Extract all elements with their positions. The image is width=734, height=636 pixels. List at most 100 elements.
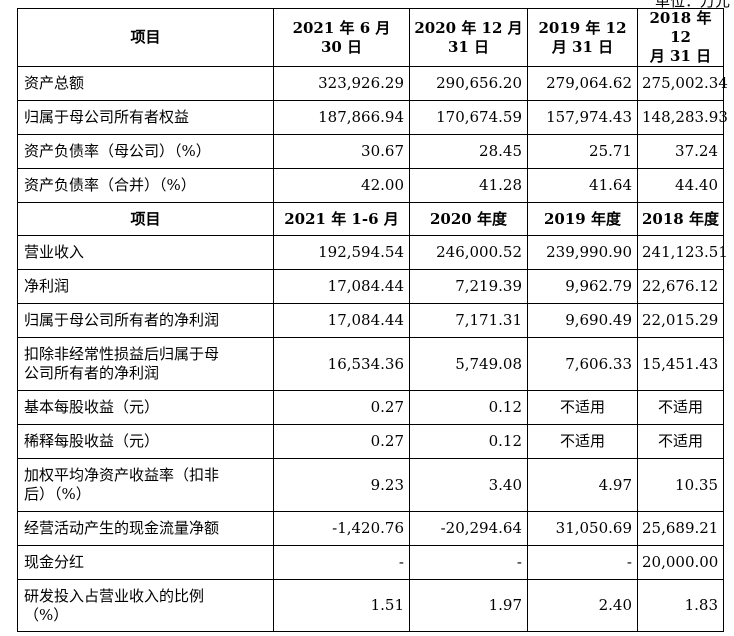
row-label: 归属于母公司所有者权益 (17, 100, 274, 135)
cell-value: 9,962.79 (527, 269, 638, 304)
cell-value: - (409, 545, 528, 580)
table-row: 净利润 17,084.44 7,219.39 9,962.79 22,676.1… (17, 269, 724, 304)
cell-value: 4.97 (527, 458, 638, 512)
cell-value: 20,000.00 (637, 545, 724, 580)
table-row: 基本每股收益（元） 0.27 0.12 不适用 不适用 (17, 390, 724, 425)
table-row: 现金分红 - - - 20,000.00 (17, 545, 724, 580)
cell-value: 不适用 (637, 390, 724, 425)
cell-value: 187,866.94 (273, 100, 410, 135)
income-header-row: 项目 2021 年 1-6 月 2020 年度 2019 年度 2018 年度 (17, 202, 724, 236)
cell-value: 1.51 (273, 579, 410, 632)
header-item: 项目 (17, 8, 274, 67)
row-label: 研发投入占营业收入的比例 （%） (17, 579, 274, 632)
table-row: 经营活动产生的现金流量净额 -1,420.76 -20,294.64 31,05… (17, 511, 724, 546)
row-label-line-1: 研发投入占营业收入的比例 (24, 586, 205, 605)
cell-value: 31,050.69 (527, 511, 638, 546)
table-row: 营业收入 192,594.54 246,000.52 239,990.90 24… (17, 235, 728, 270)
cell-value: 148,283.93 (637, 100, 728, 135)
table-row: 加权平均净资产收益率（扣非 后）（%） 9.23 3.40 4.97 10.35 (17, 458, 724, 512)
row-label: 资产负债率（合并）（%） (17, 168, 274, 203)
cell-value: 41.64 (527, 168, 638, 203)
cell-value: 22,676.12 (637, 269, 724, 304)
cell-value: 不适用 (527, 390, 638, 425)
cell-value: 290,656.20 (409, 66, 528, 101)
table-row: 研发投入占营业收入的比例 （%） 1.51 1.97 2.40 1.83 (17, 579, 724, 632)
cell-value: 25.71 (527, 134, 638, 169)
cell-value: 279,064.62 (527, 66, 638, 101)
header-period-1: 2021 年 6 月 30 日 (273, 8, 410, 67)
table-row: 归属于母公司所有者权益 187,866.94 170,674.59 157,97… (17, 100, 728, 135)
table-row: 资产负债率（合并）（%） 42.00 41.28 41.64 44.40 (17, 168, 724, 203)
row-label-line-1: 扣除非经常性损益后归属于母 (24, 345, 220, 363)
cell-value: 9.23 (273, 458, 410, 512)
cell-value: 不适用 (637, 424, 724, 459)
header-period-2-line-1: 2020 年 12 月 (414, 18, 523, 37)
cell-value: 42.00 (273, 168, 410, 203)
unit-label: 单位：万元 (655, 0, 730, 8)
cell-value: 7,219.39 (409, 269, 528, 304)
cell-value: 5,749.08 (409, 337, 528, 391)
cell-value: 0.12 (409, 390, 528, 425)
cell-value: 7,606.33 (527, 337, 638, 391)
cell-value: 192,594.54 (273, 235, 410, 270)
cell-value: 241,123.51 (637, 235, 728, 270)
header-period-4-line-2: 月 31 日 (649, 47, 712, 65)
table-row: 资产负债率（母公司）（%） 30.67 28.45 25.71 37.24 (17, 134, 724, 169)
header-period-1-line-2: 30 日 (320, 37, 363, 56)
cell-value: 0.27 (273, 390, 410, 425)
cell-value: 9,690.49 (527, 303, 638, 338)
row-label: 资产负债率（母公司）（%） (17, 134, 274, 169)
table-row: 扣除非经常性损益后归属于母 公司所有者的净利润 16,534.36 5,749.0… (17, 337, 724, 391)
cell-value: 28.45 (409, 134, 528, 169)
table-row: 资产总额 323,926.29 290,656.20 279,064.62 27… (17, 66, 728, 101)
cell-value: 2.40 (527, 579, 638, 632)
header-period-4: 2018 年度 (637, 202, 724, 236)
header-period-2: 2020 年度 (409, 202, 528, 236)
row-label: 基本每股收益（元） (17, 390, 274, 425)
row-label: 扣除非经常性损益后归属于母 公司所有者的净利润 (17, 337, 274, 391)
row-label-line-2: （%） (24, 605, 69, 624)
cell-value: 7,171.31 (409, 303, 528, 338)
header-period-3-line-2: 月 31 日 (551, 37, 614, 56)
cell-value: 323,926.29 (273, 66, 410, 101)
row-label: 营业收入 (17, 235, 274, 270)
balance-header-row: 项目 2021 年 6 月 30 日 2020 年 12 月 31 日 2019 年… (17, 8, 724, 67)
header-period-1: 2021 年 1-6 月 (273, 202, 410, 236)
cell-value: -1,420.76 (273, 511, 410, 546)
row-label-line-2: 公司所有者的净利润 (24, 364, 160, 382)
header-period-2: 2020 年 12 月 31 日 (409, 8, 528, 67)
cell-value: 17,084.44 (273, 269, 410, 304)
cell-value: 10.35 (637, 458, 724, 512)
cell-value: 3.40 (409, 458, 528, 512)
financial-summary-table: 项目 2021 年 6 月 30 日 2020 年 12 月 31 日 2019 年… (17, 8, 728, 632)
cell-value: 30.67 (273, 134, 410, 169)
header-period-4: 2018 年 12 月 31 日 (637, 8, 724, 67)
row-label: 经营活动产生的现金流量净额 (17, 511, 274, 546)
header-item: 项目 (17, 202, 274, 236)
header-period-3: 2019 年度 (527, 202, 638, 236)
header-period-3-line-1: 2019 年 12 (538, 18, 627, 37)
cell-value: 44.40 (637, 168, 724, 203)
cell-value: 246,000.52 (409, 235, 528, 270)
cell-value: -20,294.64 (409, 511, 528, 546)
header-period-4-line-1: 2018 年 12 (649, 9, 712, 46)
cell-value: 37.24 (637, 134, 724, 169)
row-label-line-2: 后）（%） (24, 485, 91, 503)
row-label: 资产总额 (17, 66, 274, 101)
cell-value: 239,990.90 (527, 235, 638, 270)
cell-value: 0.12 (409, 424, 528, 459)
cell-value: 41.28 (409, 168, 528, 203)
header-period-2-line-2: 31 日 (447, 37, 490, 56)
header-period-1-line-1: 2021 年 6 月 (292, 18, 391, 37)
row-label-line-1: 加权平均净资产收益率（扣非 (24, 466, 220, 484)
table-row: 稀释每股收益（元） 0.27 0.12 不适用 不适用 (17, 424, 724, 459)
cell-value: 157,974.43 (527, 100, 638, 135)
row-label: 净利润 (17, 269, 274, 304)
cell-value: 15,451.43 (637, 337, 724, 391)
cell-value: 275,002.34 (637, 66, 728, 101)
cell-value: 22,015.29 (637, 303, 724, 338)
cell-value: 1.83 (637, 579, 724, 632)
cell-value: 17,084.44 (273, 303, 410, 338)
cell-value: - (273, 545, 410, 580)
cell-value: 16,534.36 (273, 337, 410, 391)
